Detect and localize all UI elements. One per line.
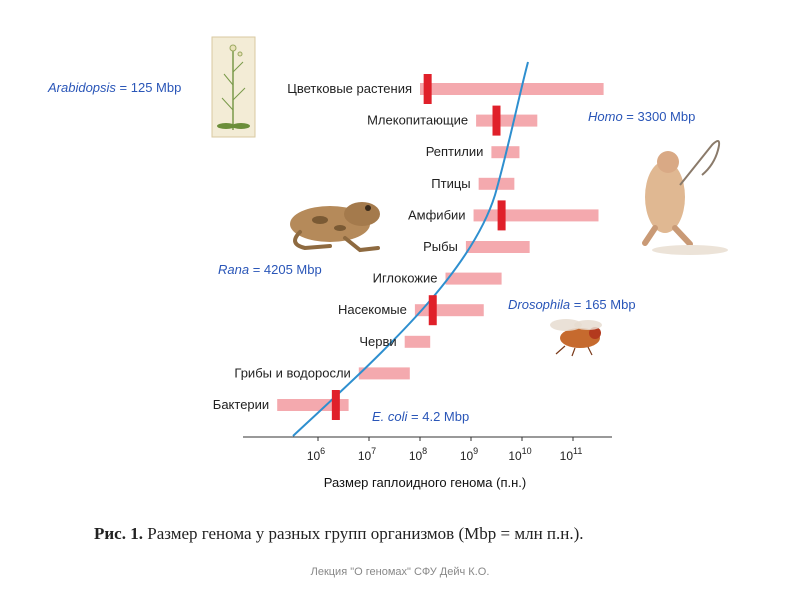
x-tick-label: 109 (460, 446, 478, 463)
species-marker (492, 105, 501, 136)
range-bar (445, 272, 502, 285)
trend-curve (292, 61, 529, 437)
group-label: Рыбы (423, 239, 458, 254)
species-marker (423, 74, 432, 104)
caption-number: Рис. 1. (94, 524, 143, 543)
species-marker (428, 295, 437, 326)
range-bar (476, 114, 538, 127)
group-label: Млекопитающие (367, 113, 468, 128)
caption-text: Размер генома у разных групп организмов … (142, 524, 584, 543)
x-tick-label: 107 (358, 446, 376, 463)
annotation-drosophila: Drosophila = 165 Mbp (508, 297, 636, 312)
group-label: Грибы и водоросли (234, 365, 350, 380)
x-ticks: 106 107 108 109 1010 1011 (307, 437, 583, 463)
arabidopsis-plant-icon (211, 36, 256, 138)
genome-size-chart: Цветковые растения Млекопитающие Рептилии П… (47, 36, 728, 490)
group-label: Бактерии (213, 397, 269, 412)
group-label: Иглокожие (373, 271, 438, 286)
group-label: Насекомые (338, 302, 407, 317)
human-figure-icon (642, 140, 728, 255)
group-labels: Цветковые растения Млекопитающие Рептилии П… (213, 81, 484, 412)
range-bar (420, 83, 604, 95)
range-bar (465, 241, 530, 253)
fruit-fly-icon (550, 319, 602, 357)
annotation-rana: Rana = 4205 Mbp (218, 262, 322, 277)
group-label: Рептилии (426, 144, 484, 159)
range-bar (404, 335, 431, 348)
annotation-arabidopsis: Arabidopsis = 125 Mbp (47, 80, 181, 95)
x-tick-label: 106 (307, 446, 325, 463)
species-marker (331, 390, 340, 420)
range-bar (358, 367, 410, 380)
figure-caption: Рис. 1. Размер генома у разных групп орг… (94, 524, 584, 544)
group-label: Цветковые растения (287, 81, 412, 96)
frog-icon (290, 202, 380, 253)
group-label: Амфибии (408, 207, 466, 222)
group-label: Птицы (431, 176, 470, 191)
x-axis-title: Размер гаплоидного генома (п.н.) (324, 475, 527, 490)
footer-text: Лекция "О геномах" СФУ Дейч К.О. (310, 566, 490, 578)
x-tick-label: 1010 (508, 446, 531, 463)
range-bar (473, 209, 599, 222)
markers (331, 74, 506, 420)
x-tick-label: 1011 (560, 446, 583, 463)
group-label: Черви (359, 334, 396, 349)
annotation-homo: Homo = 3300 Mbp (588, 109, 695, 124)
range-bar (478, 177, 515, 190)
x-tick-label: 108 (409, 446, 427, 463)
species-marker (497, 200, 506, 231)
annotation-ecoli: E. coli = 4.2 Mbp (372, 409, 469, 424)
